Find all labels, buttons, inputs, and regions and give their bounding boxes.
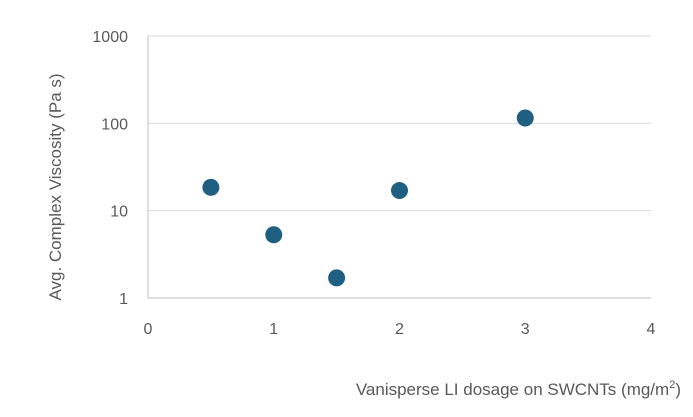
data-points (202, 109, 534, 287)
data-point (265, 226, 283, 244)
y-tick-label: 1000 (92, 29, 128, 46)
data-point (202, 178, 220, 196)
x-tick-label: 2 (395, 321, 404, 338)
x-axis-title-superscript: 2 (669, 379, 675, 391)
gridlines (148, 35, 651, 212)
data-point (328, 269, 346, 287)
x-tick-label: 0 (144, 321, 153, 338)
x-axis-title-main: Vanisperse LI dosage on SWCNTs (mg/m (356, 380, 669, 399)
y-tick-label: 10 (110, 204, 128, 221)
y-axis-title: Avg. Complex Viscosity (Pa s) (46, 73, 65, 300)
x-tick-label: 1 (269, 321, 278, 338)
data-point (391, 182, 408, 200)
data-point (516, 109, 534, 127)
x-axis-title-suffix: ) (675, 380, 681, 399)
x-axis-title: Vanisperse LI dosage on SWCNTs (mg/m2) (356, 379, 681, 399)
y-tick-label: 100 (101, 116, 128, 133)
x-axis-ticks: 0 1 2 3 4 (144, 321, 656, 338)
y-tick-label: 1 (119, 291, 128, 308)
x-tick-label: 3 (521, 321, 530, 338)
axes (147, 36, 651, 299)
x-tick-label: 4 (647, 321, 656, 338)
y-axis-ticks: 1 10 100 1000 (92, 29, 128, 308)
